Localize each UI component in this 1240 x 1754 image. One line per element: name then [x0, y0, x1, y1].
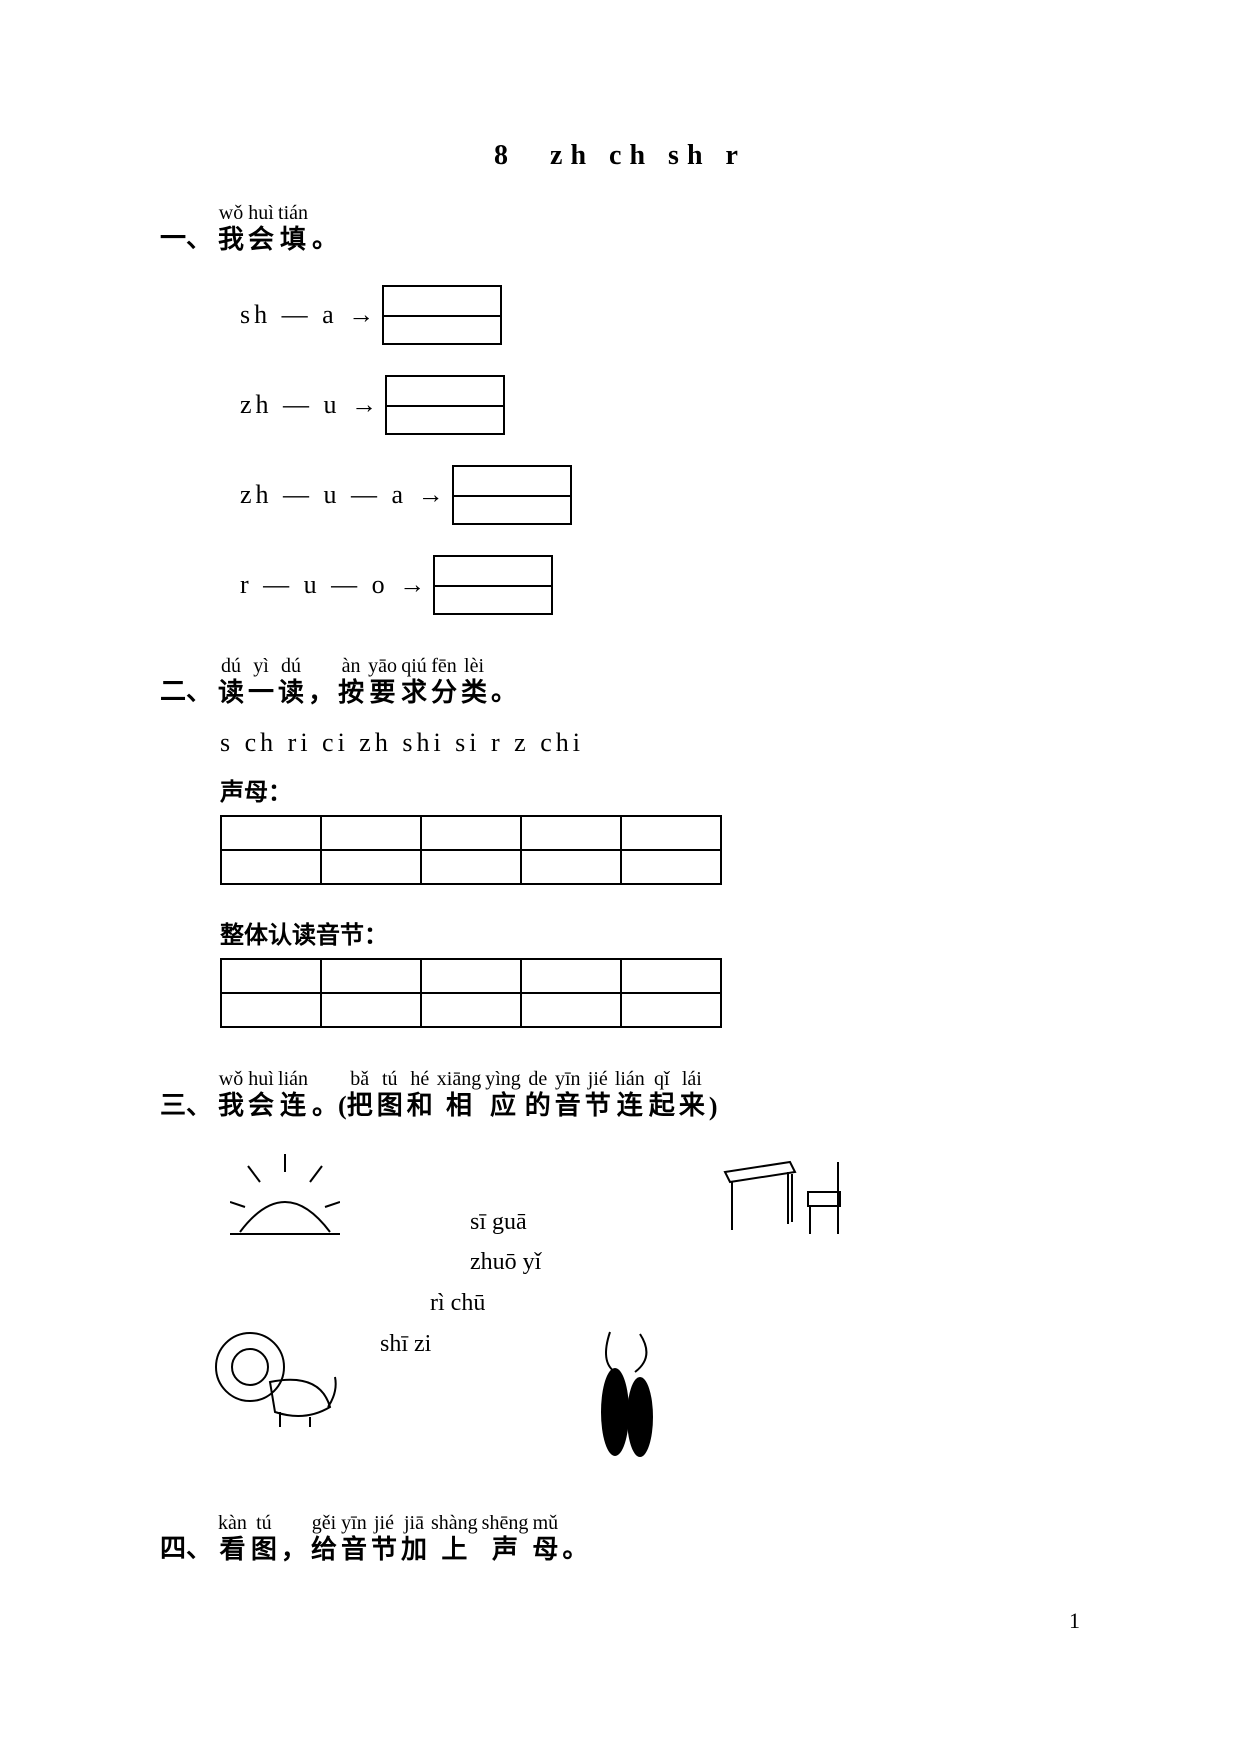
- fill-row-1: sh — a →: [240, 285, 1080, 345]
- sun-icon: [230, 1152, 340, 1242]
- section-3: 三、 wǒ我 huì会 lián连 。( bǎ把 tú图 hé和 xiāng相 …: [160, 1068, 1080, 1471]
- word-sigua: sī guā: [470, 1202, 541, 1243]
- word-shizi: shī zi: [380, 1324, 541, 1365]
- section-2: 二、 dú读 yì一 dú读 ， àn按 yāo要 qiú求 fēn分 lèi类…: [160, 655, 1080, 1028]
- sort-items: s ch ri ci zh shi si r z chi: [220, 728, 1080, 758]
- pinyin-list: sī guā zhuō yǐ rì chū shī zi: [470, 1202, 541, 1365]
- section-2-prefix: 二、: [160, 671, 212, 708]
- word-richu: rì chū: [430, 1283, 541, 1324]
- section-1: 一、 wǒ我 huì会 tián填 。 sh — a → zh — u → zh…: [160, 202, 1080, 615]
- lesson-title: 8 zh ch sh r: [160, 140, 1080, 172]
- fill-row-4: r — u — o →: [240, 555, 1080, 615]
- zhengti-table[interactable]: [220, 958, 722, 1028]
- category-shengmu: 声母：: [220, 772, 1080, 807]
- category-zhengti: 整体认读音节：: [220, 915, 1080, 950]
- section-3-heading: 三、 wǒ我 huì会 lián连 。( bǎ把 tú图 hé和 xiāng相 …: [160, 1068, 1080, 1121]
- answer-box[interactable]: [452, 465, 572, 525]
- answer-box[interactable]: [385, 375, 505, 435]
- sigua-icon: [570, 1322, 680, 1462]
- section-1-prefix: 一、: [160, 218, 212, 255]
- section-3-prefix: 三、: [160, 1085, 212, 1122]
- section-4: 四、 kàn看 tú图 ， gěi给 yīn音 jié节 jiā加 shàng上…: [160, 1512, 1080, 1565]
- section-4-heading: 四、 kàn看 tú图 ， gěi给 yīn音 jié节 jiā加 shàng上…: [160, 1512, 1080, 1565]
- section-4-prefix: 四、: [160, 1528, 212, 1565]
- shengmu-table[interactable]: [220, 815, 722, 885]
- answer-box[interactable]: [382, 285, 502, 345]
- lesson-number: 8: [494, 140, 508, 171]
- desk-icon: [720, 1142, 850, 1242]
- section-2-heading: 二、 dú读 yì一 dú读 ， àn按 yāo要 qiú求 fēn分 lèi类…: [160, 655, 1080, 708]
- fill-row-3: zh — u — a →: [240, 465, 1080, 525]
- fill-row-2: zh — u →: [240, 375, 1080, 435]
- lesson-letters: zh ch sh r: [550, 140, 746, 171]
- page-number: 1: [1069, 1608, 1080, 1634]
- answer-box[interactable]: [433, 555, 553, 615]
- section-1-heading: 一、 wǒ我 huì会 tián填 。: [160, 202, 1080, 255]
- lion-icon: [210, 1322, 340, 1432]
- word-zhuoyi: zhuō yǐ: [470, 1242, 541, 1283]
- matching-area[interactable]: sī guā zhuō yǐ rì chū shī zi: [160, 1142, 1080, 1472]
